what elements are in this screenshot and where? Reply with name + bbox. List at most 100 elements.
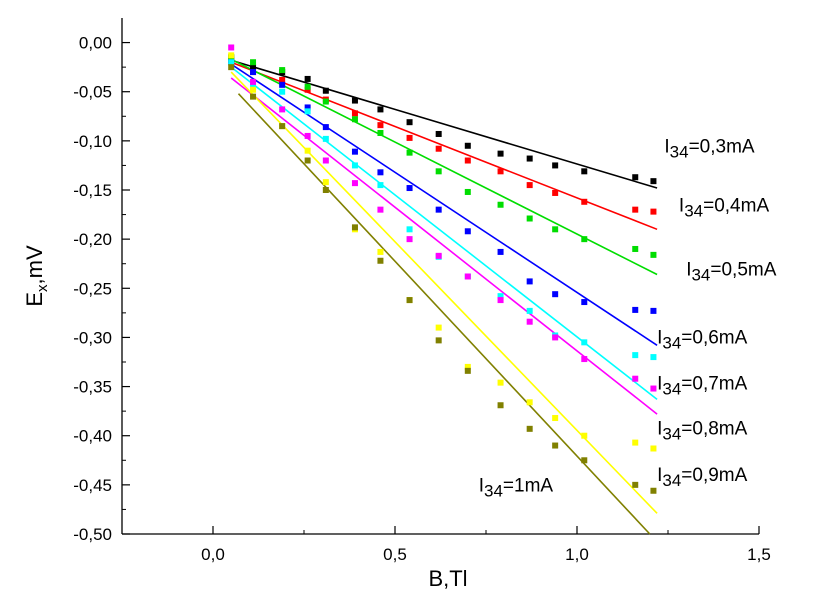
data-point-i34-1ma <box>435 337 442 344</box>
y-axis-title: Ex,mV <box>22 245 51 307</box>
data-point-i34-0-6ma <box>526 278 533 285</box>
data-point-i34-0-3ma <box>322 87 329 94</box>
data-point-i34-0-4ma <box>650 208 657 215</box>
data-point-i34-0-6ma <box>351 148 358 155</box>
data-point-i34-0-8ma <box>250 78 257 85</box>
data-point-i34-0-6ma <box>581 299 588 306</box>
y-tick-label: -0,20 <box>73 230 112 249</box>
y-tick-label: -0,40 <box>73 427 112 446</box>
data-point-i34-1ma <box>581 457 588 464</box>
x-tick-label: 0,0 <box>201 545 225 564</box>
data-point-i34-0-3ma <box>377 106 384 113</box>
data-point-i34-0-3ma <box>351 97 358 104</box>
data-point-i34-0-7ma <box>497 293 504 300</box>
series-label-i34-0-6ma: I34=0,6mA <box>657 327 748 352</box>
data-point-i34-0-4ma <box>464 157 471 164</box>
data-point-i34-0-3ma <box>250 64 257 71</box>
data-point-i34-0-3ma <box>526 155 533 162</box>
data-point-i34-0-6ma <box>322 124 329 131</box>
series-label-i34-1ma: I34=1mA <box>479 476 554 501</box>
series-label-tail: =0,7mA <box>681 374 747 395</box>
data-point-i34-0-4ma <box>552 189 559 196</box>
data-point-i34-0-5ma <box>632 245 639 252</box>
data-point-i34-0-9ma <box>464 363 471 370</box>
data-point-i34-1ma <box>377 257 384 264</box>
data-point-i34-0-9ma <box>228 52 235 59</box>
data-point-i34-0-4ma <box>526 182 533 189</box>
series-label-sub: 34 <box>662 380 681 399</box>
data-point-i34-0-5ma <box>304 83 311 90</box>
data-points <box>228 44 657 494</box>
series-label-i34-0-5ma: I34=0,5mA <box>686 260 777 285</box>
fit-line-i34-0-9ma <box>230 71 658 514</box>
data-point-i34-1ma <box>552 442 559 449</box>
series-label-sub: 34 <box>662 425 681 444</box>
series-label-main: I <box>657 374 662 395</box>
data-point-i34-1ma <box>497 402 504 409</box>
data-point-i34-1ma <box>526 425 533 432</box>
fit-line-i34-0-3ma <box>230 59 658 189</box>
data-point-i34-0-6ma <box>552 291 559 298</box>
fit-line-i34-1ma <box>237 93 651 535</box>
x-tick-label: 0,5 <box>383 545 407 564</box>
data-point-i34-0-9ma <box>322 179 329 186</box>
series-label-i34-0-3ma: I34=0,3mA <box>664 137 755 162</box>
data-point-i34-1ma <box>279 123 286 130</box>
series-label-sub: 34 <box>662 333 681 352</box>
data-point-i34-0-9ma <box>377 248 384 255</box>
series-label-i34-0-8ma: I34=0,8mA <box>657 419 748 444</box>
series-label-tail: =0,4mA <box>703 196 769 217</box>
y-axis-title-main: E <box>22 292 47 307</box>
data-point-i34-0-7ma <box>322 135 329 142</box>
data-point-i34-0-5ma <box>581 236 588 243</box>
series-label-sub: 34 <box>691 266 710 285</box>
data-point-i34-0-4ma <box>632 206 639 213</box>
data-point-i34-0-5ma <box>650 251 657 258</box>
data-point-i34-0-6ma <box>650 307 657 314</box>
data-point-i34-0-8ma <box>377 206 384 213</box>
data-point-i34-0-5ma <box>322 98 329 105</box>
series-label-tail: =0,3mA <box>689 137 755 158</box>
x-tick-label: 1,5 <box>747 545 771 564</box>
series-label-tail: =0,9mA <box>681 465 747 486</box>
data-point-i34-0-5ma <box>435 168 442 175</box>
data-point-i34-0-6ma <box>497 248 504 255</box>
series-label-i34-0-4ma: I34=0,4mA <box>679 196 770 221</box>
data-point-i34-0-7ma <box>632 352 639 359</box>
series-label-tail: =0,5mA <box>710 260 776 281</box>
data-point-i34-0-7ma <box>377 182 384 189</box>
data-point-i34-0-4ma <box>581 198 588 205</box>
data-point-i34-0-7ma <box>304 108 311 115</box>
series-label-i34-0-9ma: I34=0,9mA <box>657 465 748 490</box>
data-point-i34-1ma <box>351 224 358 231</box>
data-point-i34-0-4ma <box>351 110 358 117</box>
data-point-i34-0-5ma <box>279 67 286 74</box>
data-point-i34-0-6ma <box>632 306 639 313</box>
data-point-i34-0-6ma <box>435 206 442 213</box>
data-point-i34-0-5ma <box>351 116 358 123</box>
data-point-i34-1ma <box>650 487 657 494</box>
data-point-i34-0-5ma <box>552 226 559 233</box>
series-label-sub: 34 <box>484 482 503 501</box>
series-label-main: I <box>657 419 662 440</box>
y-tick-label: 0,00 <box>79 34 112 53</box>
data-point-i34-0-9ma <box>581 432 588 439</box>
y-axis-title-tail: ,mV <box>22 245 47 284</box>
x-axis-title: B,Tl <box>428 566 467 591</box>
data-point-i34-0-6ma <box>304 104 311 111</box>
data-point-i34-0-7ma <box>279 88 286 95</box>
data-point-i34-0-9ma <box>497 379 504 386</box>
data-point-i34-0-9ma <box>250 86 257 93</box>
data-point-i34-0-4ma <box>406 134 413 141</box>
data-point-i34-1ma <box>322 187 329 193</box>
data-point-i34-0-8ma <box>228 44 235 51</box>
data-point-i34-0-4ma <box>435 145 442 152</box>
data-point-i34-0-8ma <box>279 106 286 113</box>
data-point-i34-1ma <box>304 157 311 164</box>
data-point-i34-0-6ma <box>464 228 471 235</box>
data-point-i34-1ma <box>632 481 639 488</box>
data-point-i34-0-8ma <box>304 132 311 139</box>
y-tick-label: -0,50 <box>73 525 112 544</box>
